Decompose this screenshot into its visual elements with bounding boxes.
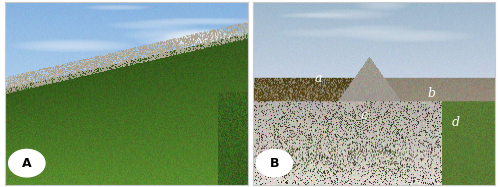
Text: a: a: [314, 72, 322, 85]
Text: B: B: [270, 157, 279, 170]
Circle shape: [256, 149, 292, 177]
Text: b: b: [428, 87, 436, 100]
Text: c: c: [360, 109, 368, 122]
Text: d: d: [452, 116, 460, 129]
Circle shape: [8, 149, 45, 177]
Text: A: A: [22, 157, 32, 170]
